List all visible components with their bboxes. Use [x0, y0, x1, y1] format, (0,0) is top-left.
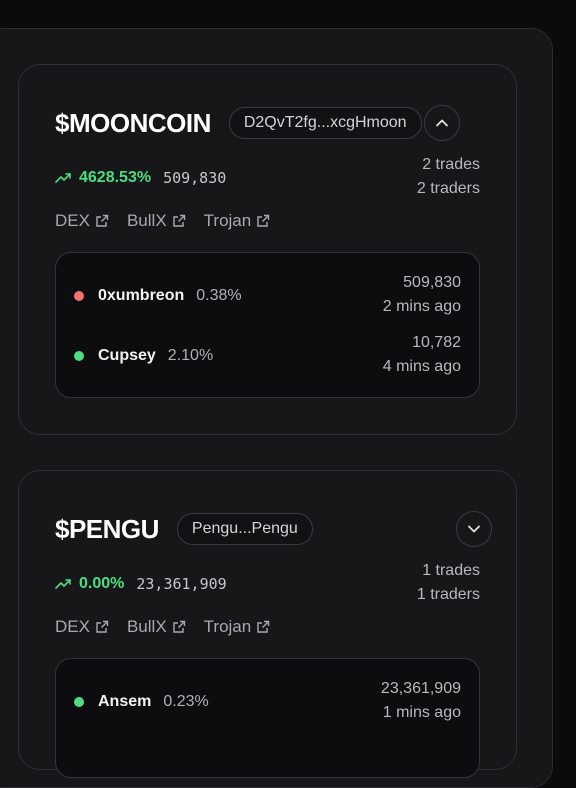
contract-address-pill[interactable]: Pengu...Pengu [176, 513, 313, 545]
trade-amount: 509,830 [403, 274, 461, 291]
trade-counts: 1 trades 1 traders [417, 559, 480, 607]
token-stats: 0.00% 23,361,909 [55, 569, 227, 599]
token-stats: 4628.53% 509,830 [55, 163, 226, 193]
trader-name: 0xumbreon [98, 287, 185, 304]
link-trojan[interactable]: Trojan [204, 617, 271, 637]
trade-meta: 10,782 4 mins ago [383, 331, 461, 379]
trending-up-icon [55, 172, 73, 184]
trade-counts: 2 trades 2 traders [417, 153, 480, 201]
collapse-button[interactable] [423, 105, 460, 141]
external-link-icon [96, 620, 109, 633]
trade-row[interactable]: Cupsey 2.10% 10,782 4 mins ago [56, 331, 479, 381]
token-card-mooncoin[interactable]: $MOONCOIN D2QvT2fg...xcgHmoon 4628.53% 5… [18, 64, 517, 435]
external-link-icon [96, 214, 109, 227]
buy-indicator-dot [74, 351, 84, 361]
external-links: DEX BullX Trojan [55, 617, 288, 637]
trade-info: Ansem 0.23% [74, 677, 209, 727]
link-trojan[interactable]: Trojan [204, 211, 271, 231]
token-ticker: $MOONCOIN [55, 107, 211, 138]
trade-volume: 509,830 [163, 169, 227, 187]
sell-indicator-dot [74, 291, 84, 301]
link-label: Trojan [203, 211, 252, 230]
token-ticker: $PENGU [55, 513, 159, 544]
trade-amount: 23,361,909 [380, 680, 461, 697]
link-bullx[interactable]: BullX [127, 211, 186, 231]
trades-list: 0xumbreon 0.38% 509,830 2 mins ago Cupse… [55, 252, 480, 398]
trade-info: Cupsey 2.10% [74, 331, 213, 381]
link-dex[interactable]: DEX [55, 211, 109, 231]
trade-meta: 23,361,909 1 mins ago [381, 677, 461, 725]
trade-time: 2 mins ago [382, 298, 461, 315]
holding-share: 0.23% [163, 693, 209, 710]
external-link-icon [257, 214, 270, 227]
contract-address-pill[interactable]: D2QvT2fg...xcgHmoon [228, 107, 422, 139]
holding-share: 2.10% [167, 347, 214, 364]
external-links: DEX BullX Trojan [55, 211, 288, 231]
traders-count: 1 traders [416, 586, 480, 603]
trade-time: 1 mins ago [382, 704, 461, 721]
trade-volume: 23,361,909 [136, 575, 227, 593]
buy-indicator-dot [74, 697, 84, 707]
link-dex[interactable]: DEX [55, 617, 109, 637]
link-label: BullX [126, 617, 167, 636]
trades-list: Ansem 0.23% 23,361,909 1 mins ago [55, 658, 480, 778]
trade-info: 0xumbreon 0.38% [74, 271, 242, 321]
holding-share: 0.38% [196, 287, 242, 304]
external-link-icon [172, 214, 185, 227]
trade-row[interactable]: 0xumbreon 0.38% 509,830 2 mins ago [56, 271, 479, 321]
token-header: $MOONCOIN D2QvT2fg...xcgHmoon [55, 105, 492, 141]
token-header: $PENGU Pengu...Pengu [55, 511, 492, 547]
expand-button[interactable] [456, 511, 492, 547]
external-link-icon [172, 620, 185, 633]
chevron-down-icon [468, 525, 480, 533]
price-change-percent: 0.00% [79, 575, 125, 592]
trade-time: 4 mins ago [382, 358, 461, 375]
trade-amount: 10,782 [412, 334, 461, 351]
token-card-pengu[interactable]: $PENGU Pengu...Pengu 0.00% 23,361,909 1 … [18, 470, 517, 778]
trade-row[interactable]: Ansem 0.23% 23,361,909 1 mins ago [56, 677, 479, 727]
link-label: DEX [55, 617, 90, 636]
link-label: Trojan [203, 617, 252, 636]
trades-count: 2 trades [422, 156, 480, 173]
traders-count: 2 traders [416, 180, 480, 197]
link-bullx[interactable]: BullX [127, 617, 186, 637]
trader-name: Ansem [98, 693, 152, 710]
trades-count: 1 trades [422, 562, 480, 579]
chevron-up-icon [435, 119, 448, 127]
trader-name: Cupsey [98, 347, 156, 364]
trade-meta: 509,830 2 mins ago [383, 271, 461, 319]
link-label: BullX [126, 211, 167, 230]
link-label: DEX [55, 211, 90, 230]
trending-up-icon [55, 578, 73, 590]
price-change-percent: 4628.53% [79, 169, 152, 186]
external-link-icon [257, 620, 270, 633]
